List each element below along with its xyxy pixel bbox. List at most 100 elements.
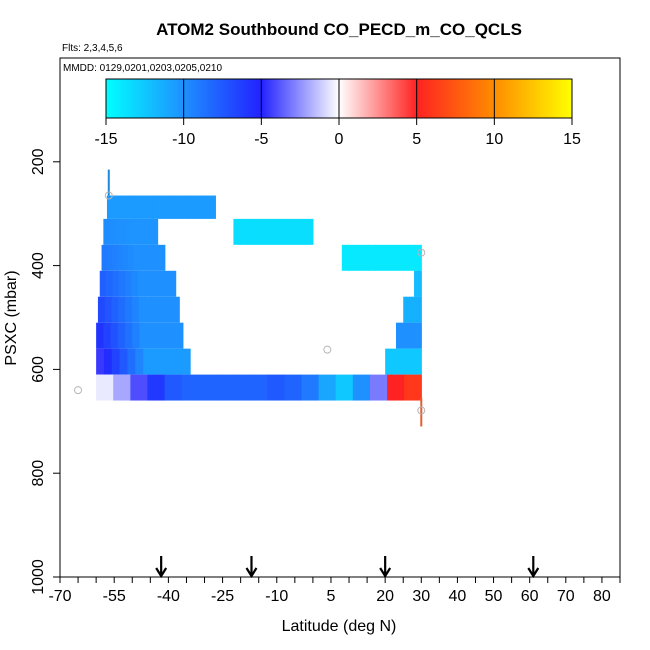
data-cell xyxy=(335,374,354,401)
data-cell xyxy=(101,244,108,271)
data-cell xyxy=(396,322,399,349)
data-cell xyxy=(299,218,307,245)
colorbar-tick-label: 0 xyxy=(335,131,344,148)
data-cell xyxy=(361,244,369,271)
data-cell xyxy=(153,322,162,349)
colorbar-tick-label: 10 xyxy=(485,131,503,148)
data-cell xyxy=(404,374,422,401)
data-cell xyxy=(113,374,131,401)
colorbar-tick-label: -10 xyxy=(172,131,195,148)
data-cell xyxy=(369,374,388,401)
data-cell xyxy=(144,218,150,245)
data-cell xyxy=(182,348,191,375)
data-cell xyxy=(284,374,303,401)
x-tick-label: 80 xyxy=(593,588,611,605)
data-cell xyxy=(166,348,176,375)
data-cell xyxy=(117,244,124,271)
data-cell xyxy=(374,244,383,271)
data-cell xyxy=(385,348,389,375)
data-cell xyxy=(259,218,268,245)
data-cell xyxy=(401,244,409,271)
data-cell xyxy=(161,322,169,349)
data-cell xyxy=(159,244,166,271)
down-arrow-icon xyxy=(379,556,392,579)
data-cell xyxy=(127,348,136,375)
data-cell xyxy=(420,270,422,297)
data-cell xyxy=(181,374,200,401)
data-cell xyxy=(161,195,171,219)
data-cell xyxy=(103,348,113,375)
x-tick-label: 5 xyxy=(327,588,336,605)
data-cell xyxy=(415,270,417,297)
data-cell xyxy=(152,296,160,323)
data-cell xyxy=(352,374,371,401)
data-cell xyxy=(118,270,126,297)
outlier-point xyxy=(74,386,83,395)
data-cell xyxy=(406,296,409,323)
data-cell xyxy=(169,270,177,297)
data-cell xyxy=(415,270,418,297)
x-tick-label: -40 xyxy=(157,588,180,605)
data-cell xyxy=(145,296,153,323)
data-cell xyxy=(279,218,288,245)
data-cell xyxy=(97,296,106,323)
y-tick-label: 1000 xyxy=(30,559,47,595)
x-tick-label: -25 xyxy=(211,588,234,605)
data-cell xyxy=(250,374,268,401)
data-cell xyxy=(158,296,167,323)
arrow-head xyxy=(245,567,258,579)
data-cell xyxy=(267,374,285,401)
data-cell xyxy=(150,348,160,375)
colorbar: -15 -10 -5 0 5 10 15 xyxy=(94,78,581,148)
flights-subtitle: Flts: 2,3,4,5,6 xyxy=(62,43,123,54)
data-cell xyxy=(139,322,148,349)
data-cell xyxy=(409,296,412,323)
data-cell xyxy=(198,374,217,401)
outlier-point xyxy=(417,248,426,257)
data-cell xyxy=(412,322,416,349)
colorbar-tick-label: -15 xyxy=(94,131,117,148)
data-cell xyxy=(404,296,407,323)
data-cell xyxy=(420,270,422,297)
data-cell xyxy=(416,296,419,323)
data-cell xyxy=(164,374,183,401)
data-cell xyxy=(121,218,127,245)
data-cell xyxy=(106,270,113,297)
data-cell xyxy=(106,244,113,271)
data-cell xyxy=(150,270,158,297)
data-cell xyxy=(125,270,132,297)
data-cell xyxy=(116,195,126,219)
data-cell xyxy=(412,296,415,323)
data-cell xyxy=(175,322,184,349)
data-cell xyxy=(301,374,320,401)
data-cell xyxy=(170,195,180,219)
data-cell xyxy=(400,322,403,349)
y-tick-label: 200 xyxy=(30,148,47,175)
data-cell xyxy=(355,244,363,271)
x-tick-label: 40 xyxy=(449,588,467,605)
data-cell xyxy=(253,218,261,245)
data-cell xyxy=(99,270,107,297)
data-cell xyxy=(397,348,401,375)
flight-arrows xyxy=(155,556,540,579)
data-cell xyxy=(172,296,180,323)
data-cells xyxy=(96,195,422,401)
data-cell xyxy=(418,270,421,297)
x-tick-label: 30 xyxy=(412,588,430,605)
data-cell xyxy=(143,195,153,219)
data-cell xyxy=(388,348,392,375)
data-cell xyxy=(103,218,109,245)
colorbar-tick-label: -5 xyxy=(254,131,268,148)
data-cell xyxy=(139,218,145,245)
data-cell xyxy=(106,195,117,219)
data-cell xyxy=(153,218,159,245)
data-cell xyxy=(168,322,177,349)
data-cell xyxy=(144,270,151,297)
data-cell xyxy=(125,218,132,245)
data-cell xyxy=(103,322,112,349)
data-cell xyxy=(117,322,126,349)
data-cell xyxy=(111,348,121,375)
data-cell xyxy=(348,244,356,271)
x-tick-label: 70 xyxy=(557,588,575,605)
data-cell xyxy=(417,270,419,297)
